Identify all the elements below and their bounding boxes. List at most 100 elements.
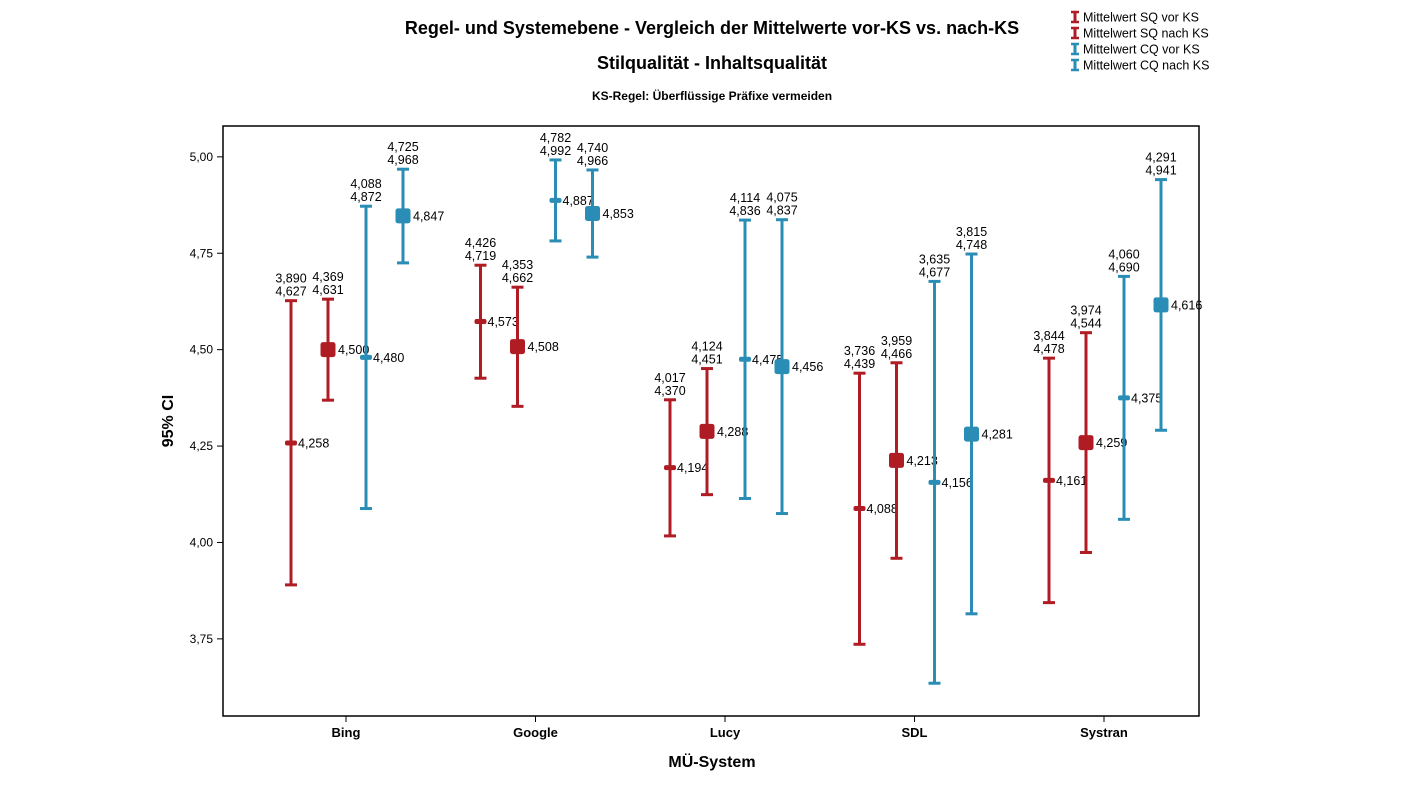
low-label: 4,088 [350, 177, 381, 191]
mean-marker [928, 479, 941, 485]
y-tick-label: 3,75 [190, 632, 214, 646]
high-label: 4,872 [350, 190, 381, 204]
high-label: 4,439 [844, 357, 875, 371]
mean-marker [585, 206, 600, 222]
mean-marker [699, 423, 715, 439]
mean-marker [1153, 297, 1169, 313]
low-label: 3,815 [956, 225, 987, 239]
low-label: 3,974 [1070, 304, 1101, 318]
mean-marker [285, 440, 297, 446]
x-tick-label: Bing [332, 725, 361, 740]
mean-label: 4,288 [717, 425, 748, 439]
mean-label: 4,847 [413, 209, 444, 223]
mean-label: 4,213 [907, 454, 938, 468]
low-label: 4,740 [577, 141, 608, 155]
mean-marker [395, 208, 411, 224]
mean-label: 4,259 [1096, 436, 1127, 450]
low-label: 3,635 [919, 252, 950, 266]
mean-label: 4,456 [792, 360, 823, 374]
chart-subtitle: Stilqualität - Inhaltsqualität [597, 53, 827, 73]
mean-label: 4,508 [528, 340, 559, 354]
chart-subtitle-rule: KS-Regel: Überflüssige Präfixe vermeiden [592, 88, 832, 103]
low-label: 4,353 [502, 258, 533, 272]
y-tick-label: 4,50 [190, 343, 214, 357]
high-label: 4,451 [691, 353, 722, 367]
legend: Mittelwert SQ vor KS Mittelwert SQ nach K… [1071, 11, 1209, 73]
low-label: 4,017 [654, 371, 685, 385]
low-label: 4,114 [730, 191, 760, 205]
high-label: 4,631 [312, 283, 343, 297]
high-label: 4,544 [1070, 317, 1101, 331]
mean-marker [964, 426, 979, 442]
mean-label: 4,375 [1131, 391, 1162, 405]
mean-marker [1043, 477, 1055, 483]
legend-label: Mittelwert SQ vor KS [1083, 11, 1199, 25]
y-axis: 3,75 4,00 4,25 4,50 4,75 5,00 [190, 150, 223, 646]
mean-label: 4,088 [867, 502, 898, 516]
legend-label: Mittelwert CQ vor KS [1083, 43, 1200, 57]
low-label: 4,124 [691, 340, 722, 354]
high-label: 4,968 [387, 153, 418, 167]
mean-label: 4,616 [1171, 298, 1202, 312]
mean-label: 4,194 [677, 461, 708, 475]
mean-label: 4,161 [1056, 474, 1087, 488]
mean-label: 4,853 [603, 207, 634, 221]
y-tick-label: 4,25 [190, 439, 214, 453]
low-label: 4,075 [766, 191, 797, 205]
high-label: 4,627 [275, 285, 306, 299]
high-label: 4,992 [540, 144, 571, 158]
high-label: 4,966 [577, 154, 608, 168]
y-axis-title: 95% CI [160, 395, 177, 447]
mean-marker [889, 452, 904, 468]
low-label: 4,369 [312, 270, 343, 284]
mean-label: 4,500 [338, 343, 369, 357]
low-label: 4,725 [387, 140, 418, 154]
low-label: 3,736 [844, 344, 875, 358]
mean-marker [474, 319, 487, 325]
high-label: 4,677 [919, 265, 950, 279]
high-label: 4,466 [881, 347, 912, 361]
legend-label: Mittelwert CQ nach KS [1083, 59, 1209, 73]
mean-marker [510, 339, 525, 355]
high-label: 4,662 [502, 271, 533, 285]
chart-title: Regel- und Systemebene - Vergleich der M… [405, 18, 1019, 38]
x-tick-label: Lucy [710, 725, 741, 740]
y-tick-label: 5,00 [190, 150, 214, 164]
mean-marker [320, 342, 336, 358]
x-axis: Bing Google Lucy SDL Systran [332, 716, 1128, 740]
x-tick-label: SDL [902, 725, 928, 740]
x-tick-label: Google [513, 725, 558, 740]
low-label: 4,782 [540, 131, 571, 145]
low-label: 4,426 [465, 236, 496, 250]
plot-area [222, 125, 1200, 717]
high-label: 4,837 [766, 204, 797, 218]
high-label: 4,370 [654, 384, 685, 398]
mean-marker [1118, 395, 1130, 401]
mean-marker [1078, 435, 1094, 451]
high-label: 4,690 [1108, 260, 1139, 274]
x-tick-label: Systran [1080, 725, 1128, 740]
high-label: 4,836 [729, 204, 760, 218]
x-axis-title: MÜ-System [668, 752, 755, 771]
mean-marker [549, 197, 562, 203]
mean-marker [774, 359, 790, 375]
legend-label: Mittelwert SQ nach KS [1083, 27, 1209, 41]
mean-label: 4,281 [982, 428, 1013, 442]
series-3: 4,4804,8724,0884,8874,9924,7824,4754,836… [350, 131, 1162, 685]
low-label: 3,959 [881, 334, 912, 348]
mean-marker [739, 356, 751, 362]
mean-label: 4,887 [563, 194, 594, 208]
mean-marker [360, 354, 372, 360]
high-label: 4,478 [1033, 342, 1064, 356]
high-label: 4,941 [1145, 164, 1176, 178]
y-tick-label: 4,00 [190, 535, 214, 549]
low-label: 4,291 [1145, 151, 1176, 165]
mean-label: 4,480 [373, 351, 404, 365]
mean-label: 4,156 [942, 476, 973, 490]
mean-marker [664, 465, 676, 471]
high-label: 4,719 [465, 249, 496, 263]
